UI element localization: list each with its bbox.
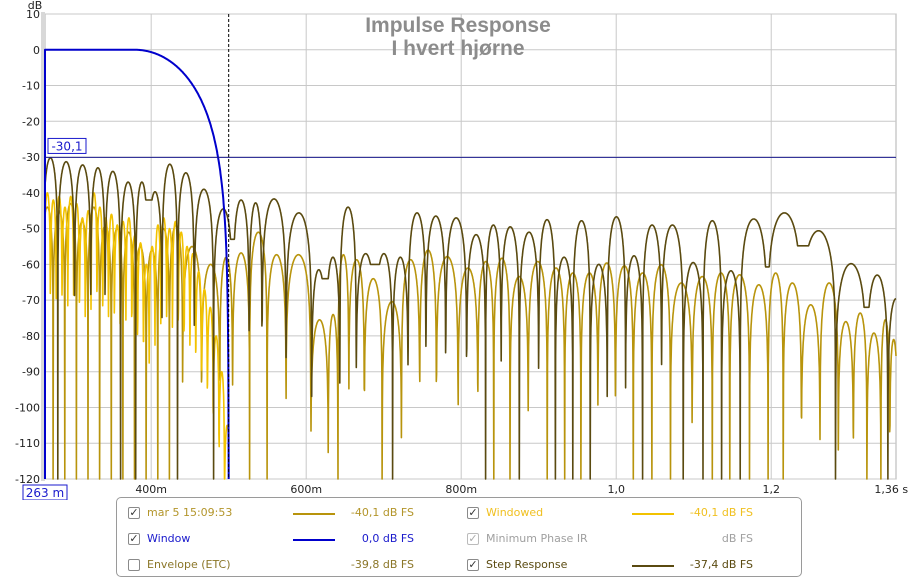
y-tick-label: -20: [22, 115, 40, 128]
axis-ticks: 10 0 -10 -20 -30 -40 -50 -60 -70 -80 -90 -100 -110 -1…: [15, 8, 908, 496]
x-tick-label: 600m: [290, 483, 322, 496]
legend-value: 0,0 dB FS: [361, 532, 414, 545]
legend-value: -37,4 dB FS: [689, 558, 753, 571]
legend-checkbox-windowed[interactable]: ✓: [467, 506, 479, 519]
legend-label: Envelope (ETC): [147, 558, 231, 571]
x-tick-label: 400m: [135, 483, 167, 496]
series-mar-5-15-09-53: [44, 202, 897, 480]
legend-label: Minimum Phase IR: [486, 532, 588, 545]
y-tick-label: -70: [22, 294, 40, 307]
y-tick-label: -40: [22, 187, 40, 200]
legend-checkbox-window[interactable]: ✓: [128, 532, 140, 545]
legend-value: -40,1 dB FS: [350, 506, 414, 519]
traces: [44, 48, 897, 480]
legend-label: Windowed: [486, 506, 544, 519]
y-tick-label: -90: [22, 366, 40, 379]
legend-panel: ✓ mar 5 15:09:53 -40,1 dB FS ✓ Window 0,0 dB …: [116, 497, 802, 577]
impulse-response-chart[interactable]: 10 0 -10 -20 -30 -40 -50 -60 -70 -80 -90 -100 -110 -1…: [0, 0, 918, 500]
legend-line-sample: [632, 513, 674, 515]
y-tick-label: -110: [15, 437, 40, 450]
legend-value: -40,1 dB FS: [689, 506, 753, 519]
cursor-y-readout: -30,1: [51, 139, 82, 153]
x-tick-label: 1,0: [607, 483, 625, 496]
legend-checkbox-envelope-etc-[interactable]: [128, 559, 140, 571]
legend-checkbox-step-response[interactable]: ✓: [467, 558, 479, 571]
y-tick-label: -50: [22, 223, 40, 236]
cursor-x-readout: 263 m: [26, 486, 64, 500]
legend-checkbox-minimum-phase-ir[interactable]: ✓: [467, 532, 479, 545]
cursor-x-readout-box: [22, 484, 68, 500]
cursor-y-readout-box: [47, 137, 87, 154]
chart-title: Impulse Response: [365, 14, 551, 37]
y-tick-label: -30: [22, 151, 40, 164]
y-tick-label: 0: [33, 44, 40, 57]
y-tick-label: -100: [15, 401, 40, 414]
legend-line-sample: [293, 513, 335, 515]
y-tick-label: -80: [22, 330, 40, 343]
y-tick-label: -10: [22, 80, 40, 93]
x-tick-label: 1,36 s: [874, 483, 908, 496]
chart-subtitle: I hvert hjørne: [391, 37, 524, 60]
legend-label: Window: [147, 532, 191, 545]
x-tick-label: 1,2: [762, 483, 780, 496]
y-tick-label: -120: [15, 473, 40, 486]
y-tick-label: 10: [26, 8, 40, 21]
legend-label: mar 5 15:09:53: [147, 506, 233, 519]
legend-checkbox-mar-5-15-09-53[interactable]: ✓: [128, 506, 140, 519]
plot-left-shadow: [41, 12, 45, 481]
overlay: -30,1 263 m: [22, 14, 896, 500]
legend-line-sample: [293, 539, 335, 541]
series-step-response: [44, 157, 897, 480]
legend-line-sample: [632, 565, 674, 567]
legend-value: -39,8 dB FS: [350, 558, 414, 571]
y-tick-label: -60: [22, 258, 40, 271]
legend-value: dB FS: [721, 532, 753, 545]
series-window: [44, 48, 230, 480]
x-tick-label: 800m: [445, 483, 477, 496]
y-axis-label: dB: [28, 0, 43, 12]
legend-label: Step Response: [486, 558, 568, 571]
